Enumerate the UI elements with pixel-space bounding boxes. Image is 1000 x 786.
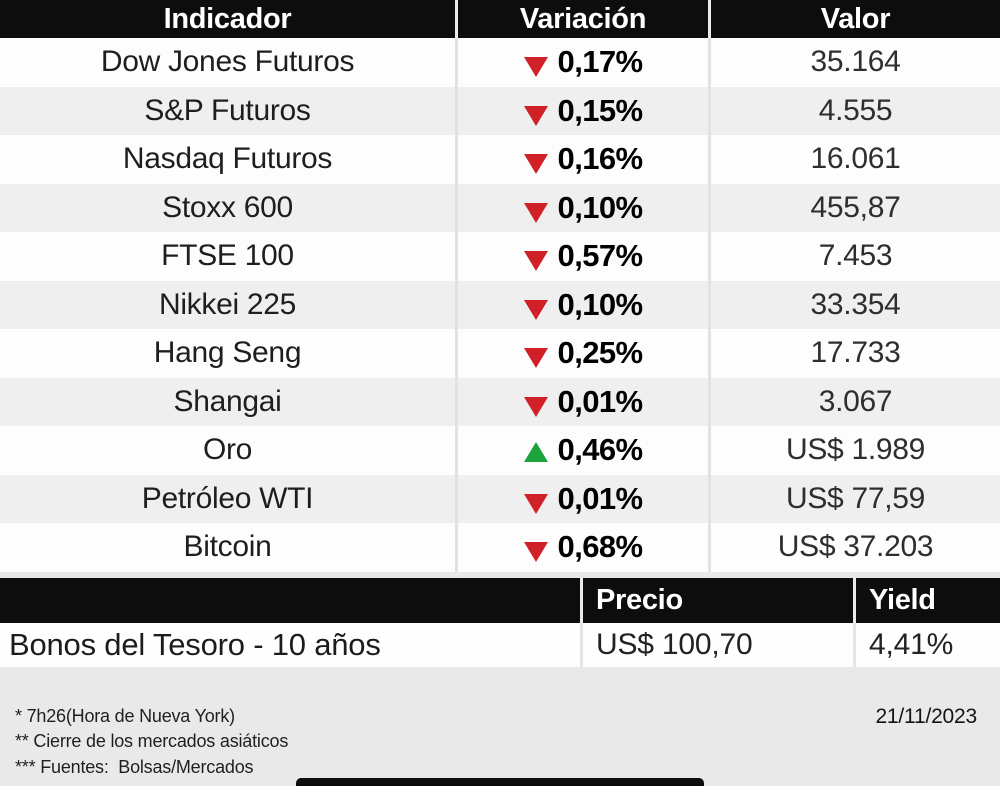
variation-value: 0,10% [557,189,644,225]
variation-value: 0,46% [557,432,644,468]
variation-cell: 0,46% [455,426,708,475]
home-indicator-bar [296,778,704,786]
indicator-value: 3.067 [708,377,1000,426]
section-divider [0,571,1000,578]
indicator-name: Petróleo WTI [141,481,314,515]
bond-yield: 4,41% [853,622,1000,667]
indicator-name: Shangai [173,384,282,418]
variation-value: 0,17% [557,44,644,80]
table-row: Petróleo WTI 0,01% US$ 77,59 [0,474,1000,523]
indicator-name: Dow Jones Futuros [100,45,355,79]
indicator-name: S&P Futuros [144,93,311,127]
triangle-down-icon [523,493,548,514]
triangle-down-icon [523,154,548,175]
indicator-name: Hang Seng [153,336,302,370]
indicators-table-header: Indicador Variación Valor [0,0,1000,38]
triangle-down-icon [523,396,548,417]
triangle-down-icon [523,299,548,320]
indicator-value: US$ 77,59 [708,474,1000,523]
indicator-name: FTSE 100 [161,239,294,273]
indicator-value: 33.354 [708,280,1000,329]
variation-cell: 0,01% [455,474,708,523]
variation-value: 0,10% [557,286,644,322]
table-row: Nasdaq Futuros 0,16% 16.061 [0,135,1000,184]
variation-value: 0,57% [557,238,644,274]
table-row: Hang Seng 0,25% 17.733 [0,329,1000,378]
bonds-table-header: Precio Yield [0,577,1000,623]
indicator-name: Bitcoin [183,530,272,564]
bonds-table-row: Bonos del Tesoro - 10 años US$ 100,70 4,… [0,622,1000,667]
indicator-value: 35.164 [708,38,1000,87]
indicator-value: US$ 37.203 [708,523,1000,572]
column-header-valor: Valor [708,0,1000,38]
variation-cell: 0,25% [455,329,708,378]
footnote-time: * 7h26(Hora de Nueva York) [15,705,235,726]
triangle-down-icon [523,251,548,272]
table-row: Bitcoin 0,68% US$ 37.203 [0,523,1000,572]
footnote-sources: *** Fuentes: Bolsas/Mercados [15,756,254,777]
triangle-down-icon [523,542,548,563]
bond-label: Bonos del Tesoro - 10 años [9,626,381,662]
variation-value: 0,15% [557,92,644,128]
indicator-value: US$ 1.989 [708,426,1000,475]
table-row: S&P Futuros 0,15% 4.555 [0,86,1000,135]
variation-cell: 0,57% [455,232,708,281]
indicator-name: Stoxx 600 [162,190,293,224]
indicator-name: Nasdaq Futuros [122,142,333,176]
table-row: Oro 0,46% US$ 1.989 [0,426,1000,475]
indicator-value: 16.061 [708,135,1000,184]
table-row: Nikkei 225 0,10% 33.354 [0,280,1000,329]
variation-value: 0,16% [557,141,644,177]
footer: * 7h26(Hora de Nueva York) ** Cierre de … [0,666,1000,786]
variation-cell: 0,10% [455,183,708,232]
indicator-value: 455,87 [708,183,1000,232]
footnote-asian-markets: ** Cierre de los mercados asiáticos [15,731,289,751]
variation-cell: 0,01% [455,377,708,426]
variation-cell: 0,15% [455,86,708,135]
column-header-empty [0,577,580,623]
indicator-value: 7.453 [708,232,1000,281]
triangle-down-icon [523,57,548,78]
table-row: Stoxx 600 0,10% 455,87 [0,183,1000,232]
date-label: 21/11/2023 [875,704,977,728]
triangle-up-icon [523,442,548,463]
triangle-down-icon [523,105,548,126]
variation-value: 0,01% [557,480,644,516]
variation-value: 0,25% [557,335,644,371]
indicator-value: 17.733 [708,329,1000,378]
variation-cell: 0,17% [455,38,708,87]
triangle-down-icon [523,202,548,223]
bond-price: US$ 100,70 [580,622,853,667]
indicator-name: Nikkei 225 [158,287,297,321]
triangle-down-icon [523,348,548,369]
indicator-name: Oro [202,433,253,467]
variation-cell: 0,68% [455,523,708,572]
column-header-variacion: Variación [455,0,708,38]
table-row: FTSE 100 0,57% 7.453 [0,232,1000,281]
column-header-precio: Precio [580,577,853,623]
variation-value: 0,01% [557,383,644,419]
indicator-value: 4.555 [708,86,1000,135]
table-row: Shangai 0,01% 3.067 [0,377,1000,426]
column-header-indicador: Indicador [0,0,455,38]
column-header-yield: Yield [853,577,1000,623]
variation-cell: 0,10% [455,280,708,329]
variation-cell: 0,16% [455,135,708,184]
table-row: Dow Jones Futuros 0,17% 35.164 [0,38,1000,87]
variation-value: 0,68% [557,529,644,565]
